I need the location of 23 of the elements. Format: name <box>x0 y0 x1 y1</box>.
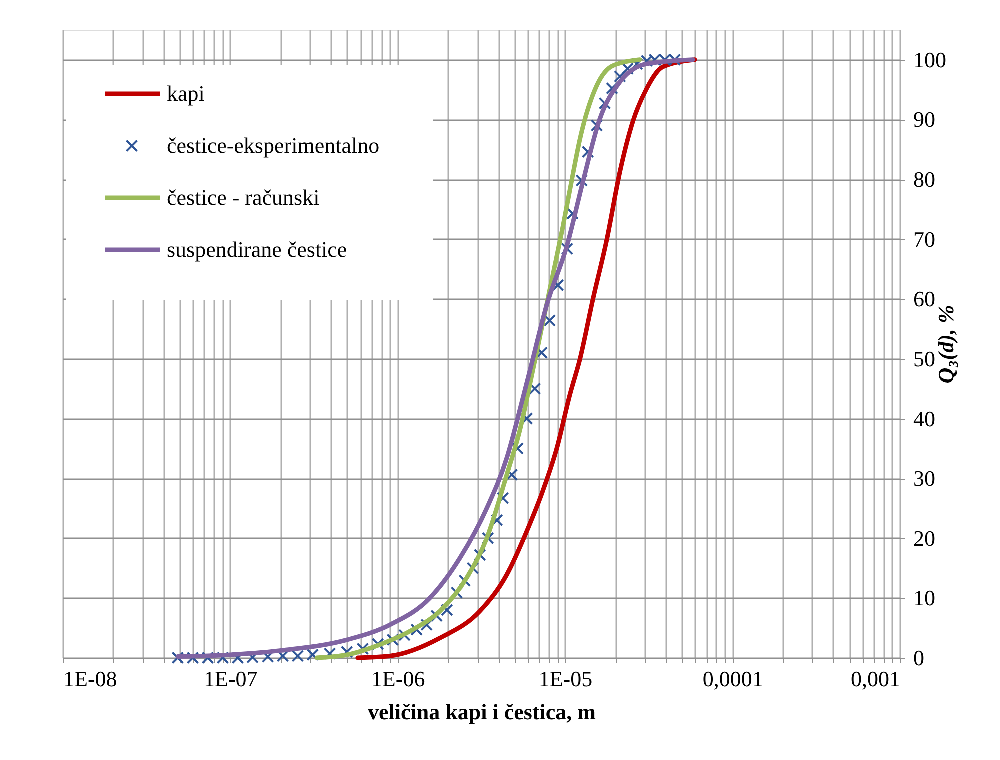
y-tick-label: 30 <box>914 466 936 492</box>
y-tick-label: 50 <box>914 346 936 372</box>
x-tick-label: 1E-05 <box>538 666 593 692</box>
y-tick-label: 100 <box>914 47 946 72</box>
legend-label: čestice - računski <box>167 185 320 210</box>
y-tick-label: 0 <box>914 646 924 670</box>
x-tick-label: 0,001 <box>851 666 900 692</box>
y-axis-title: Q₃(d), % <box>934 305 958 384</box>
x-tick-label: 1E-07 <box>204 666 258 692</box>
y-tick-label: 90 <box>914 107 936 132</box>
x-tick-label: 0,0001 <box>702 666 764 692</box>
y-tick-label: 20 <box>914 526 936 551</box>
y-tick-label: 70 <box>914 226 936 252</box>
y-tick-label: 40 <box>914 406 936 432</box>
legend-label: suspendirane čestice <box>167 237 348 262</box>
x-tick-label: 1E-06 <box>371 666 426 692</box>
legend-label: kapi <box>167 81 205 106</box>
y-tick-label: 60 <box>914 286 936 312</box>
legend-label: čestice-eksperimentalno <box>167 133 380 158</box>
x-axis-title: veličina kapi i čestica, m <box>368 700 596 724</box>
y-tick-label: 10 <box>914 586 936 611</box>
x-tick-label: 1E-08 <box>64 666 118 692</box>
y-tick-label: 80 <box>914 167 936 192</box>
